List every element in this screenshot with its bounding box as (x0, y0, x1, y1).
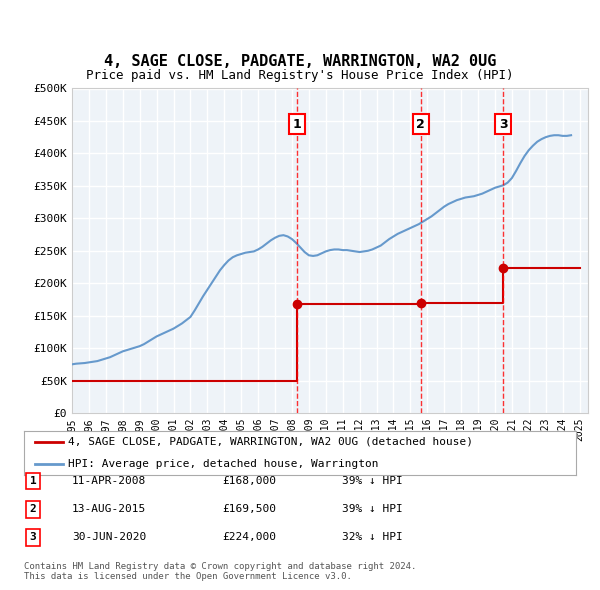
Text: £224,000: £224,000 (222, 533, 276, 542)
Text: Contains HM Land Registry data © Crown copyright and database right 2024.
This d: Contains HM Land Registry data © Crown c… (24, 562, 416, 581)
Text: 4, SAGE CLOSE, PADGATE, WARRINGTON, WA2 0UG (detached house): 4, SAGE CLOSE, PADGATE, WARRINGTON, WA2 … (68, 437, 473, 447)
Text: 1: 1 (29, 476, 37, 486)
Text: 39% ↓ HPI: 39% ↓ HPI (342, 504, 403, 514)
Text: 3: 3 (29, 533, 37, 542)
Text: HPI: Average price, detached house, Warrington: HPI: Average price, detached house, Warr… (68, 459, 379, 469)
Text: 30-JUN-2020: 30-JUN-2020 (72, 533, 146, 542)
Text: 4, SAGE CLOSE, PADGATE, WARRINGTON, WA2 0UG: 4, SAGE CLOSE, PADGATE, WARRINGTON, WA2 … (104, 54, 496, 70)
Text: 32% ↓ HPI: 32% ↓ HPI (342, 533, 403, 542)
Text: 1: 1 (292, 117, 301, 131)
Text: 2: 2 (29, 504, 37, 514)
Text: £169,500: £169,500 (222, 504, 276, 514)
Text: 11-APR-2008: 11-APR-2008 (72, 476, 146, 486)
Text: Price paid vs. HM Land Registry's House Price Index (HPI): Price paid vs. HM Land Registry's House … (86, 69, 514, 82)
Text: 2: 2 (416, 117, 425, 131)
Text: 13-AUG-2015: 13-AUG-2015 (72, 504, 146, 514)
Text: £168,000: £168,000 (222, 476, 276, 486)
Text: 39% ↓ HPI: 39% ↓ HPI (342, 476, 403, 486)
Text: 3: 3 (499, 117, 508, 131)
